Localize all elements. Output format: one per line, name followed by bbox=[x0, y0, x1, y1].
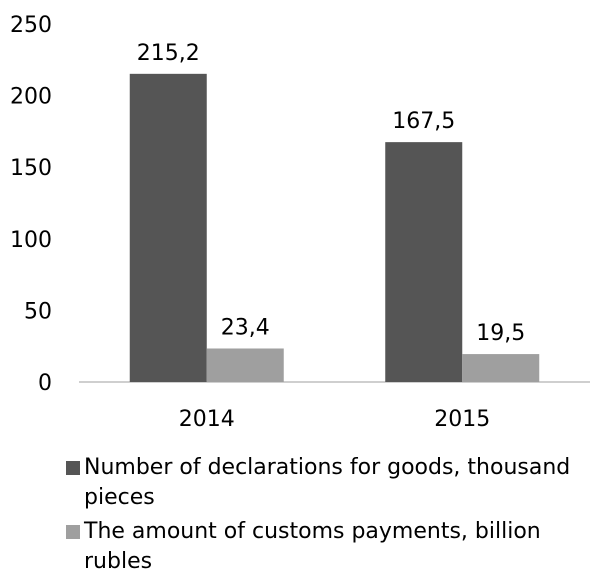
legend-swatch-declarations bbox=[66, 461, 80, 475]
legend-item-declarations: Number of declarations for goods, thousa… bbox=[66, 453, 586, 513]
data-label-2014-series-2: 23,4 bbox=[221, 315, 270, 340]
legend-swatch-customs-payments bbox=[66, 525, 80, 539]
bar-2015-series-2 bbox=[462, 354, 540, 382]
bars bbox=[129, 73, 540, 382]
y-axis: 0 50 100 150 200 250 bbox=[10, 13, 52, 396]
y-tick-label-100: 100 bbox=[10, 228, 52, 253]
legend-item-customs-payments: The amount of customs payments, billion … bbox=[66, 517, 586, 577]
bar-2014-series-1 bbox=[129, 73, 207, 382]
x-tick-label-2014: 2014 bbox=[179, 407, 235, 432]
x-axis-labels: 2014 2015 bbox=[179, 407, 491, 432]
x-tick-label-2015: 2015 bbox=[434, 407, 490, 432]
data-label-2015-series-2: 19,5 bbox=[476, 321, 525, 346]
data-labels: 215,2 23,4 167,5 19,5 bbox=[137, 41, 525, 346]
bar-2014-series-2 bbox=[206, 348, 284, 382]
y-tick-label-150: 150 bbox=[10, 156, 52, 181]
y-tick-label-50: 50 bbox=[24, 299, 52, 324]
legend-label-customs-payments: The amount of customs payments, billion … bbox=[84, 519, 541, 574]
data-label-2015-series-1: 167,5 bbox=[392, 109, 455, 134]
legend: Number of declarations for goods, thousa… bbox=[66, 453, 586, 581]
bar-2015-series-1 bbox=[385, 142, 463, 382]
y-tick-label-250: 250 bbox=[10, 13, 52, 38]
legend-label-declarations: Number of declarations for goods, thousa… bbox=[84, 455, 571, 510]
y-tick-label-0: 0 bbox=[38, 371, 52, 396]
data-label-2014-series-1: 215,2 bbox=[137, 41, 200, 66]
y-tick-label-200: 200 bbox=[10, 85, 52, 110]
